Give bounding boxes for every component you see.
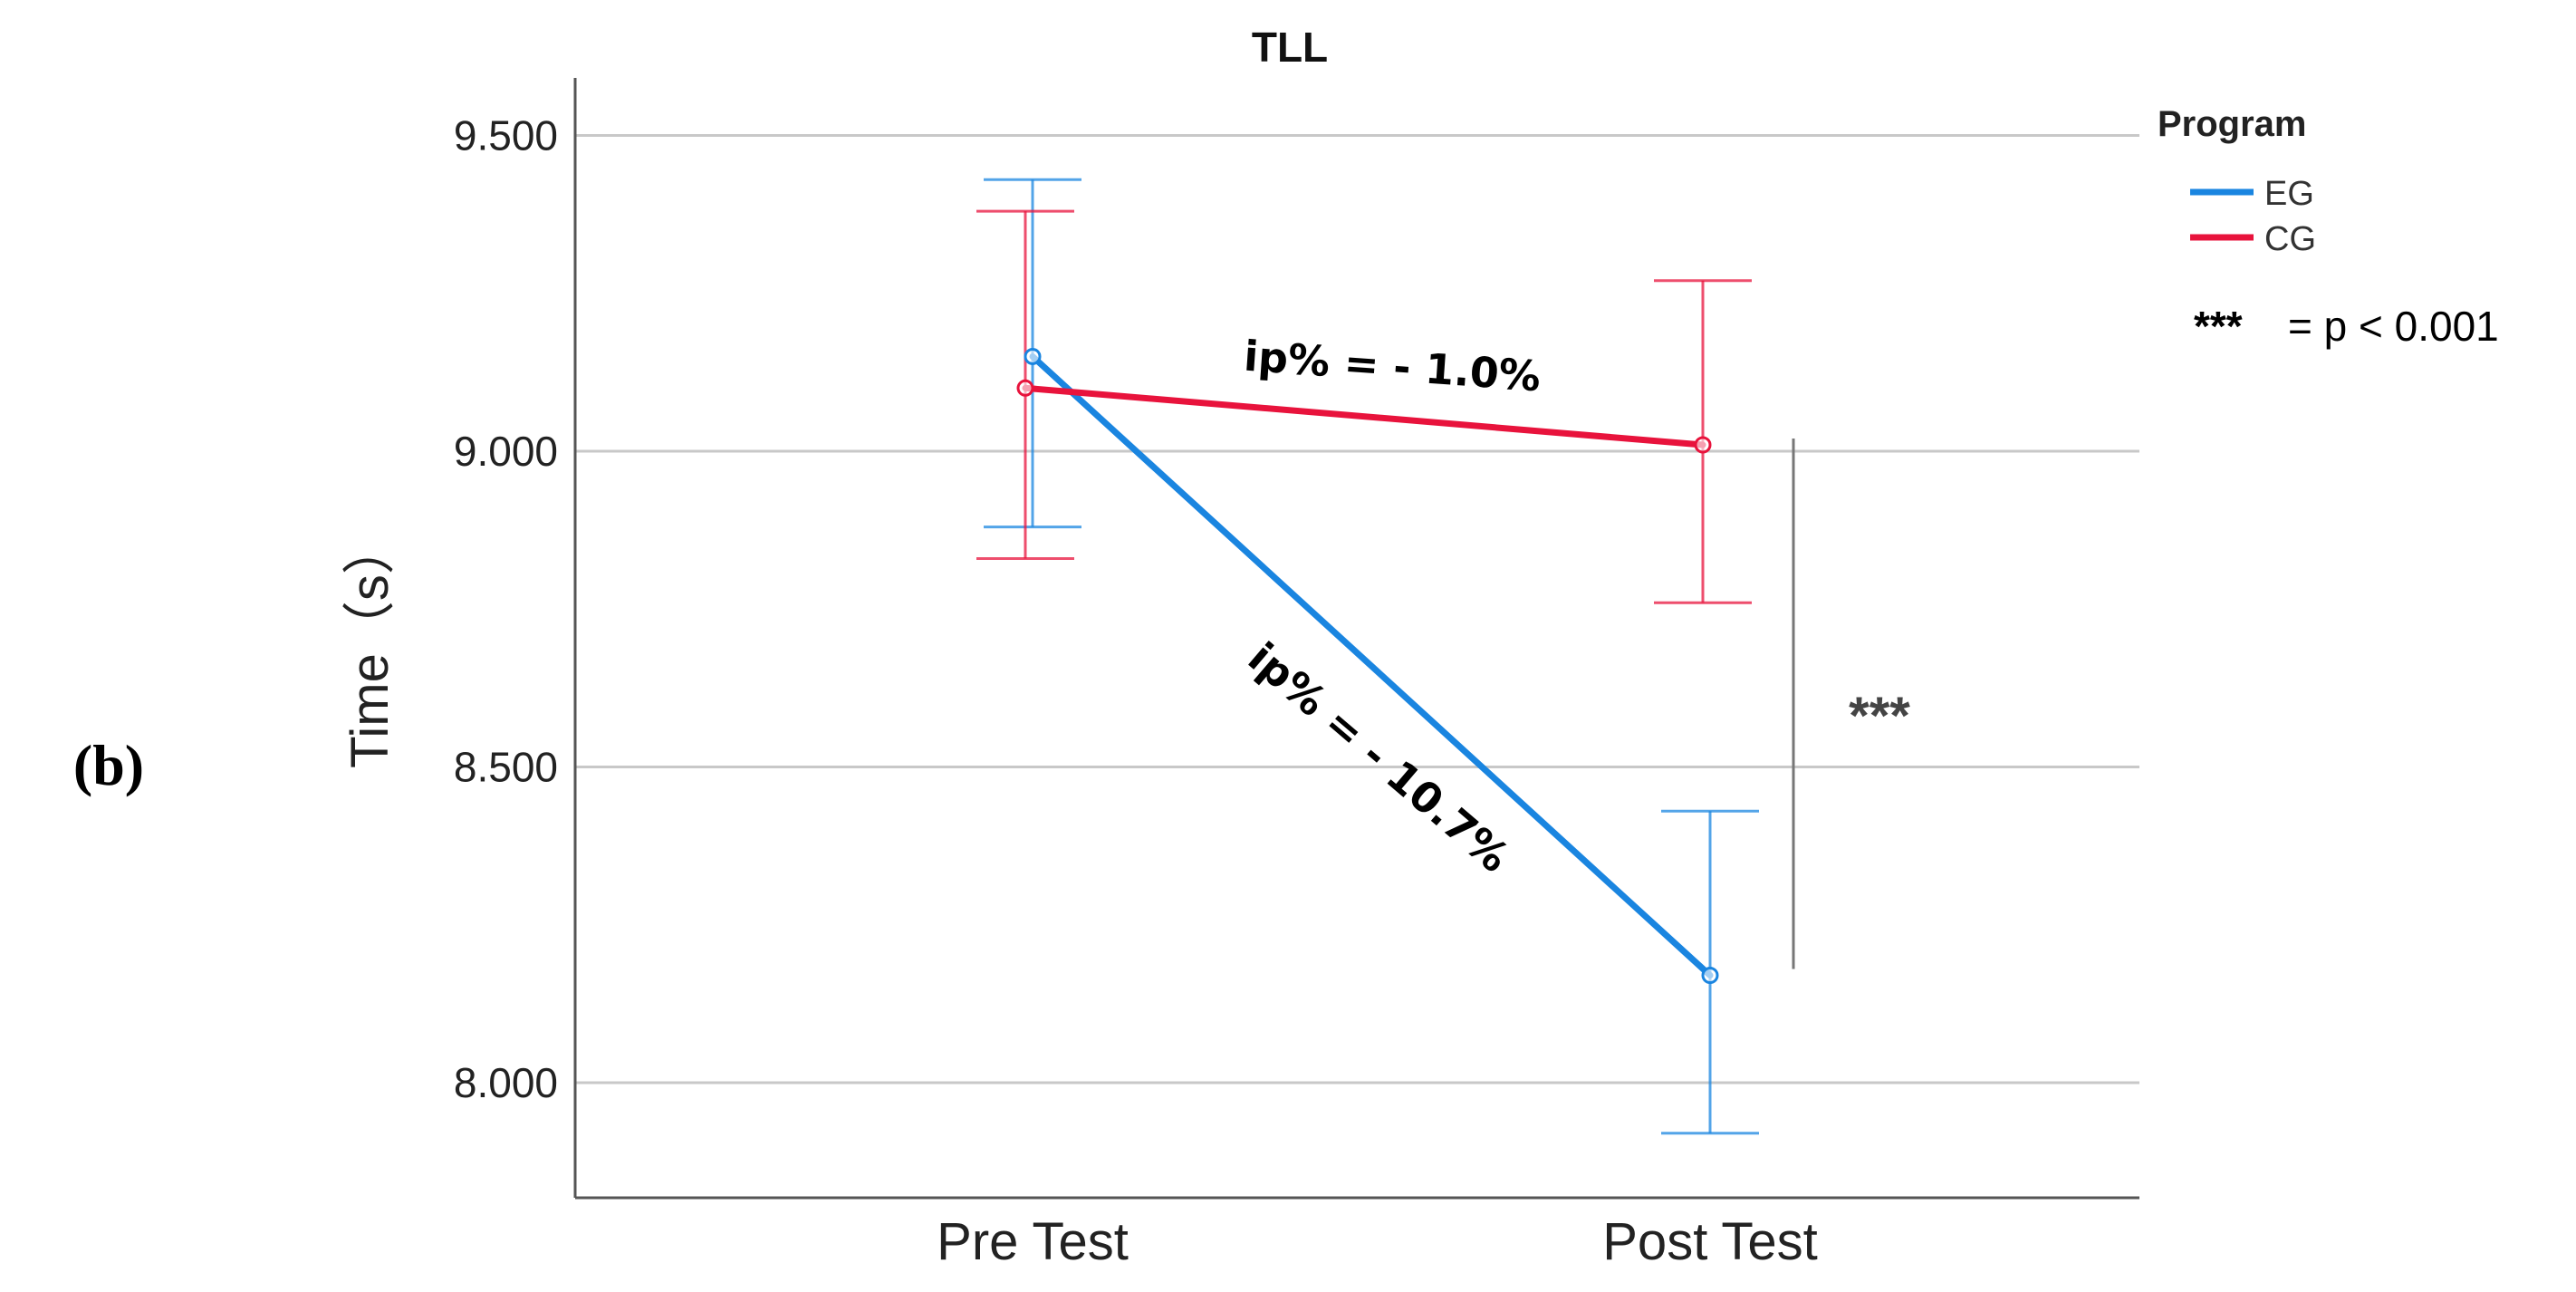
data-point	[1024, 347, 1042, 365]
y-tick-labels: 8.000 8.500 9.000 9.500	[454, 112, 558, 1107]
series-line-cg	[1016, 379, 1712, 454]
legend-label-eg: EG	[2264, 175, 2314, 213]
x-tick-labels: Pre Test Post Test	[937, 1212, 1818, 1271]
y-tick-label: 8.000	[454, 1059, 558, 1106]
legend-title: Program	[2158, 104, 2307, 144]
gridlines	[575, 134, 2139, 1085]
y-tick-label: 8.500	[454, 744, 558, 791]
x-tick-label: Post Test	[1602, 1212, 1818, 1271]
data-point	[1694, 436, 1712, 454]
series-line-eg	[1024, 347, 1719, 985]
significance-legend-stars: ***	[2194, 303, 2243, 350]
y-tick-label: 9.000	[454, 428, 558, 475]
data-point	[1701, 967, 1719, 985]
significance-marker: ***	[1849, 687, 1910, 746]
legend: EG CG	[2190, 175, 2316, 258]
y-tick-label: 9.500	[454, 112, 558, 159]
significance-legend-text: = p < 0.001	[2288, 303, 2499, 350]
series-eg	[984, 178, 1759, 1135]
panel-label: (b)	[73, 733, 144, 797]
data-point	[1016, 379, 1034, 397]
series-layer	[976, 178, 1759, 1135]
legend-label-cg: CG	[2264, 220, 2316, 258]
cg-change-annotation: ip% = - 1.0%	[1243, 332, 1543, 401]
chart-title: TLL	[1252, 24, 1328, 71]
series-line	[1022, 384, 1706, 448]
series-cg	[976, 209, 1752, 604]
x-tick-label: Pre Test	[937, 1212, 1129, 1271]
series-line	[1029, 352, 1714, 979]
y-axis-label: Time（s）	[341, 522, 399, 768]
